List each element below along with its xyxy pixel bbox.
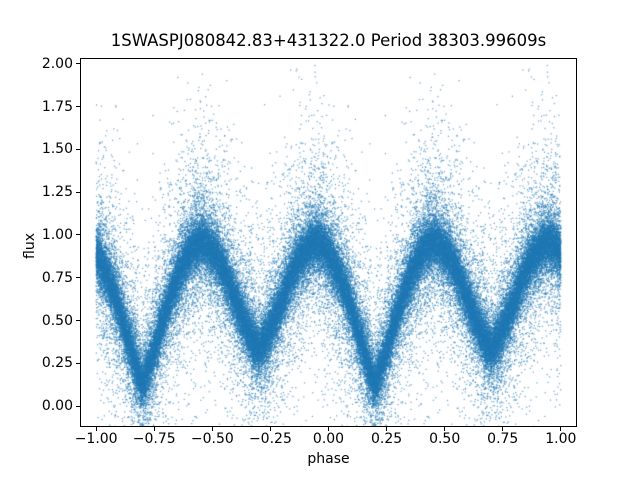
x-tick-label: 0.75 — [487, 431, 519, 447]
x-tick-label: 1.00 — [545, 431, 577, 447]
chart-title: 1SWASPJ080842.83+431322.0 Period 38303.9… — [110, 31, 547, 50]
y-tick-label: 1.50 — [41, 141, 73, 158]
x-tick-label: 0.25 — [370, 431, 403, 447]
y-tick-label: 2.00 — [41, 55, 73, 72]
x-tick — [95, 427, 97, 431]
x-tick — [153, 427, 155, 431]
x-tick — [211, 427, 213, 431]
x-tick-label: −1.00 — [74, 431, 118, 447]
x-tick-label: −0.50 — [190, 431, 234, 447]
x-tick-label: 0.50 — [429, 431, 461, 447]
y-tick-label: 0.25 — [41, 355, 73, 372]
y-tick-label: 0.00 — [41, 398, 73, 415]
y-tick-label: 1.75 — [41, 98, 73, 115]
y-axis-label: flux — [22, 233, 38, 259]
x-tick-label: 0.00 — [312, 431, 345, 447]
x-tick — [386, 427, 388, 431]
x-axis-label: phase — [307, 451, 350, 467]
y-tick-label: 0.50 — [41, 312, 73, 329]
x-tick — [269, 427, 271, 431]
plot-area — [80, 58, 577, 427]
x-tick-label: −0.25 — [248, 431, 292, 447]
y-tick-label: 1.25 — [41, 184, 73, 201]
scatter-points-canvas — [81, 59, 576, 426]
x-tick — [328, 427, 329, 431]
y-tick-label: 0.75 — [41, 269, 73, 286]
x-tick — [444, 427, 446, 431]
x-tick-label: −0.75 — [132, 431, 176, 447]
x-tick — [560, 427, 562, 431]
x-tick — [502, 427, 504, 431]
